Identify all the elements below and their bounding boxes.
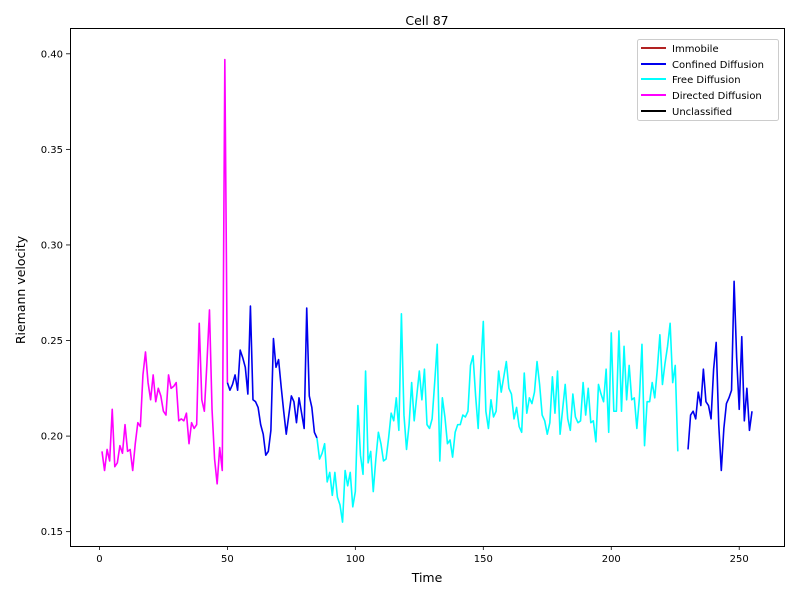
x-axis: 0 50 100 150 200 250	[96, 546, 749, 565]
y-tick-label: 0.35	[41, 145, 63, 156]
legend-label-directed-diffusion: Directed Diffusion	[672, 91, 762, 102]
y-axis-label: Riemann velocity	[13, 235, 28, 344]
x-axis-label: Time	[411, 570, 443, 585]
plot-frame	[70, 28, 785, 547]
series-line-free-diffusion-2	[316, 312, 679, 523]
y-tick-label: 0.20	[41, 432, 63, 443]
chart-title: Cell 87	[405, 13, 448, 28]
x-tick-label: 200	[602, 554, 621, 565]
legend-label-immobile: Immobile	[672, 44, 719, 55]
x-tick-label: 50	[221, 554, 234, 565]
series-line-directed-diffusion-0	[101, 58, 229, 485]
series-line-confined-diffusion-1	[226, 305, 318, 457]
series-line-confined-diffusion-3	[687, 280, 753, 472]
y-tick-label: 0.15	[41, 527, 63, 538]
legend-box	[637, 39, 779, 121]
y-tick-label: 0.40	[41, 49, 63, 60]
legend-label-free-diffusion: Free Diffusion	[672, 75, 741, 86]
x-tick-label: 150	[474, 554, 493, 565]
y-tick-label: 0.25	[41, 336, 63, 347]
x-tick-label: 250	[730, 554, 749, 565]
legend-label-unclassified: Unclassified	[672, 107, 732, 118]
legend-label-confined-diffusion: Confined Diffusion	[672, 60, 764, 71]
x-tick-label: 100	[346, 554, 365, 565]
y-tick-label: 0.30	[41, 240, 63, 251]
legend: Immobile Confined Diffusion Free Diffusi…	[637, 39, 779, 121]
x-tick-label: 0	[96, 554, 102, 565]
series-layer	[101, 58, 753, 523]
y-axis: 0.15 0.20 0.25 0.30 0.35 0.40	[41, 49, 70, 538]
